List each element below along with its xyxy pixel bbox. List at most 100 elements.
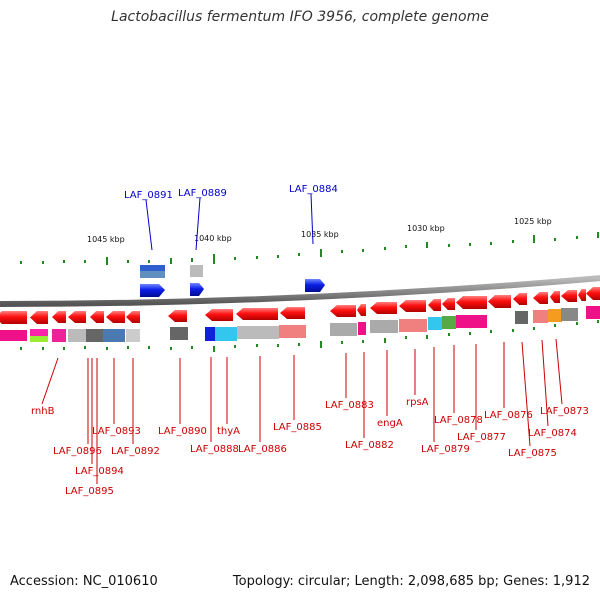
gene-arrow-reverse[interactable] bbox=[330, 305, 356, 317]
gc-tick bbox=[597, 232, 599, 238]
label-leader bbox=[521, 341, 531, 447]
gc-tick bbox=[362, 249, 364, 252]
gene-label-LAF_0884[interactable]: LAF_0884 bbox=[289, 184, 338, 195]
gene-arrow-reverse[interactable] bbox=[550, 291, 560, 303]
gene-arrow-reverse[interactable] bbox=[168, 310, 187, 322]
gene-arrow-forward[interactable] bbox=[190, 283, 204, 296]
gc-tick bbox=[469, 243, 471, 246]
gene-arrow-reverse[interactable] bbox=[205, 309, 233, 321]
label-leader bbox=[541, 339, 549, 427]
gc-tick bbox=[234, 345, 236, 348]
gene-label[interactable]: LAF_0877 bbox=[457, 432, 506, 443]
gene-label[interactable]: LAF_0883 bbox=[325, 400, 374, 411]
gene-label[interactable]: rnhB bbox=[31, 406, 55, 417]
gene-label[interactable]: LAF_0879 bbox=[421, 444, 470, 455]
gene-arrow-reverse[interactable] bbox=[90, 311, 104, 323]
gene-label[interactable]: rpsA bbox=[406, 397, 429, 408]
gene-arrow-reverse[interactable] bbox=[106, 311, 125, 323]
gene-label[interactable]: LAF_0886 bbox=[238, 444, 287, 455]
gene-label[interactable]: LAF_0896 bbox=[53, 446, 102, 457]
gc-tick bbox=[42, 261, 44, 264]
gene-label[interactable]: thyA bbox=[217, 426, 240, 437]
function-bar bbox=[68, 329, 86, 342]
gene-arrow-reverse[interactable] bbox=[399, 300, 426, 312]
gene-arrow-reverse[interactable] bbox=[456, 296, 487, 309]
gene-label[interactable]: LAF_0890 bbox=[158, 426, 207, 437]
gc-tick bbox=[84, 260, 86, 263]
gene-arrow-reverse[interactable] bbox=[586, 287, 600, 300]
gene-arrow-reverse[interactable] bbox=[0, 311, 27, 324]
gc-tick bbox=[448, 244, 450, 247]
gc-tick bbox=[170, 347, 172, 350]
gene-arrow-reverse[interactable] bbox=[30, 311, 48, 324]
figure-title: Lactobacillus fermentum IFO 3956, comple… bbox=[111, 9, 489, 25]
gc-tick bbox=[426, 242, 428, 248]
gene-arrow-reverse[interactable] bbox=[68, 311, 86, 323]
gc-tick bbox=[298, 253, 300, 256]
gene-arrow-reverse[interactable] bbox=[236, 308, 278, 320]
gene-label[interactable]: LAF_0892 bbox=[111, 446, 160, 457]
gc-tick bbox=[256, 256, 258, 259]
gc-tick bbox=[63, 260, 65, 263]
gene-arrow-forward[interactable] bbox=[305, 279, 325, 292]
function-bar bbox=[170, 327, 188, 340]
label-leader bbox=[41, 357, 59, 405]
gene-arrow-forward[interactable] bbox=[140, 284, 165, 297]
function-bar bbox=[428, 317, 442, 330]
gene-arrow-reverse[interactable] bbox=[370, 302, 397, 314]
gene-label[interactable]: LAF_0894 bbox=[75, 466, 124, 477]
gene-arrow-reverse[interactable] bbox=[561, 290, 577, 302]
gene-label[interactable]: engA bbox=[377, 418, 403, 429]
function-bar bbox=[237, 326, 279, 339]
gene-label[interactable]: LAF_0873 bbox=[540, 406, 589, 417]
gc-tick bbox=[405, 336, 407, 339]
gc-tick bbox=[320, 249, 322, 257]
gene-label-LAF_0891[interactable]: LAF_0891 bbox=[124, 190, 173, 201]
function-bar bbox=[442, 316, 456, 329]
gene-label[interactable]: LAF_0888 bbox=[190, 444, 239, 455]
gene-label[interactable]: LAF_0875 bbox=[508, 448, 557, 459]
function-bar bbox=[215, 327, 237, 341]
function-bar bbox=[0, 330, 27, 341]
function-bar bbox=[358, 322, 366, 335]
gc-tick bbox=[42, 347, 44, 350]
gene-label[interactable]: LAF_0874 bbox=[528, 428, 577, 439]
gene-label-LAF_0889[interactable]: LAF_0889 bbox=[178, 188, 227, 199]
gene-arrow-reverse[interactable] bbox=[126, 311, 140, 323]
gene-arrow-reverse[interactable] bbox=[513, 293, 527, 305]
gc-tick bbox=[213, 254, 215, 264]
scale-tick-label: 1030 kbp bbox=[407, 224, 445, 233]
gc-tick bbox=[106, 347, 108, 350]
gene-label[interactable]: LAF_0878 bbox=[434, 415, 483, 426]
function-bar bbox=[126, 329, 140, 342]
gc-tick bbox=[362, 340, 364, 343]
gc-tick bbox=[448, 333, 450, 336]
gene-arrow-reverse[interactable] bbox=[428, 299, 441, 311]
gene-label[interactable]: LAF_0882 bbox=[345, 440, 394, 451]
gene-arrow-reverse[interactable] bbox=[533, 292, 548, 304]
gene-arrow-reverse[interactable] bbox=[357, 304, 366, 316]
function-bar bbox=[330, 323, 357, 336]
gene-arrow-reverse[interactable] bbox=[442, 298, 455, 310]
function-bar bbox=[370, 320, 398, 333]
gc-tick bbox=[148, 346, 150, 349]
gc-tick bbox=[554, 238, 556, 241]
gc-tick bbox=[341, 250, 343, 253]
function-bar bbox=[140, 271, 165, 278]
gene-label[interactable]: LAF_0895 bbox=[65, 486, 114, 497]
gc-tick bbox=[320, 341, 322, 348]
gene-arrow-reverse[interactable] bbox=[52, 311, 66, 323]
gene-arrow-reverse[interactable] bbox=[488, 295, 511, 308]
gc-tick bbox=[63, 347, 65, 350]
gc-tick bbox=[490, 242, 492, 245]
gene-arrow-reverse[interactable] bbox=[280, 307, 305, 319]
gene-label[interactable]: LAF_0876 bbox=[484, 410, 533, 421]
gene-label[interactable]: LAF_0893 bbox=[92, 426, 141, 437]
gene-label[interactable]: LAF_0885 bbox=[273, 422, 322, 433]
gc-tick bbox=[170, 258, 172, 264]
gene-arrow-reverse[interactable] bbox=[578, 289, 586, 301]
gc-content-track-lower bbox=[20, 320, 599, 352]
forward-genes bbox=[140, 279, 325, 297]
scale-tick-label: 1045 kbp bbox=[87, 235, 125, 244]
function-bar bbox=[456, 315, 487, 328]
